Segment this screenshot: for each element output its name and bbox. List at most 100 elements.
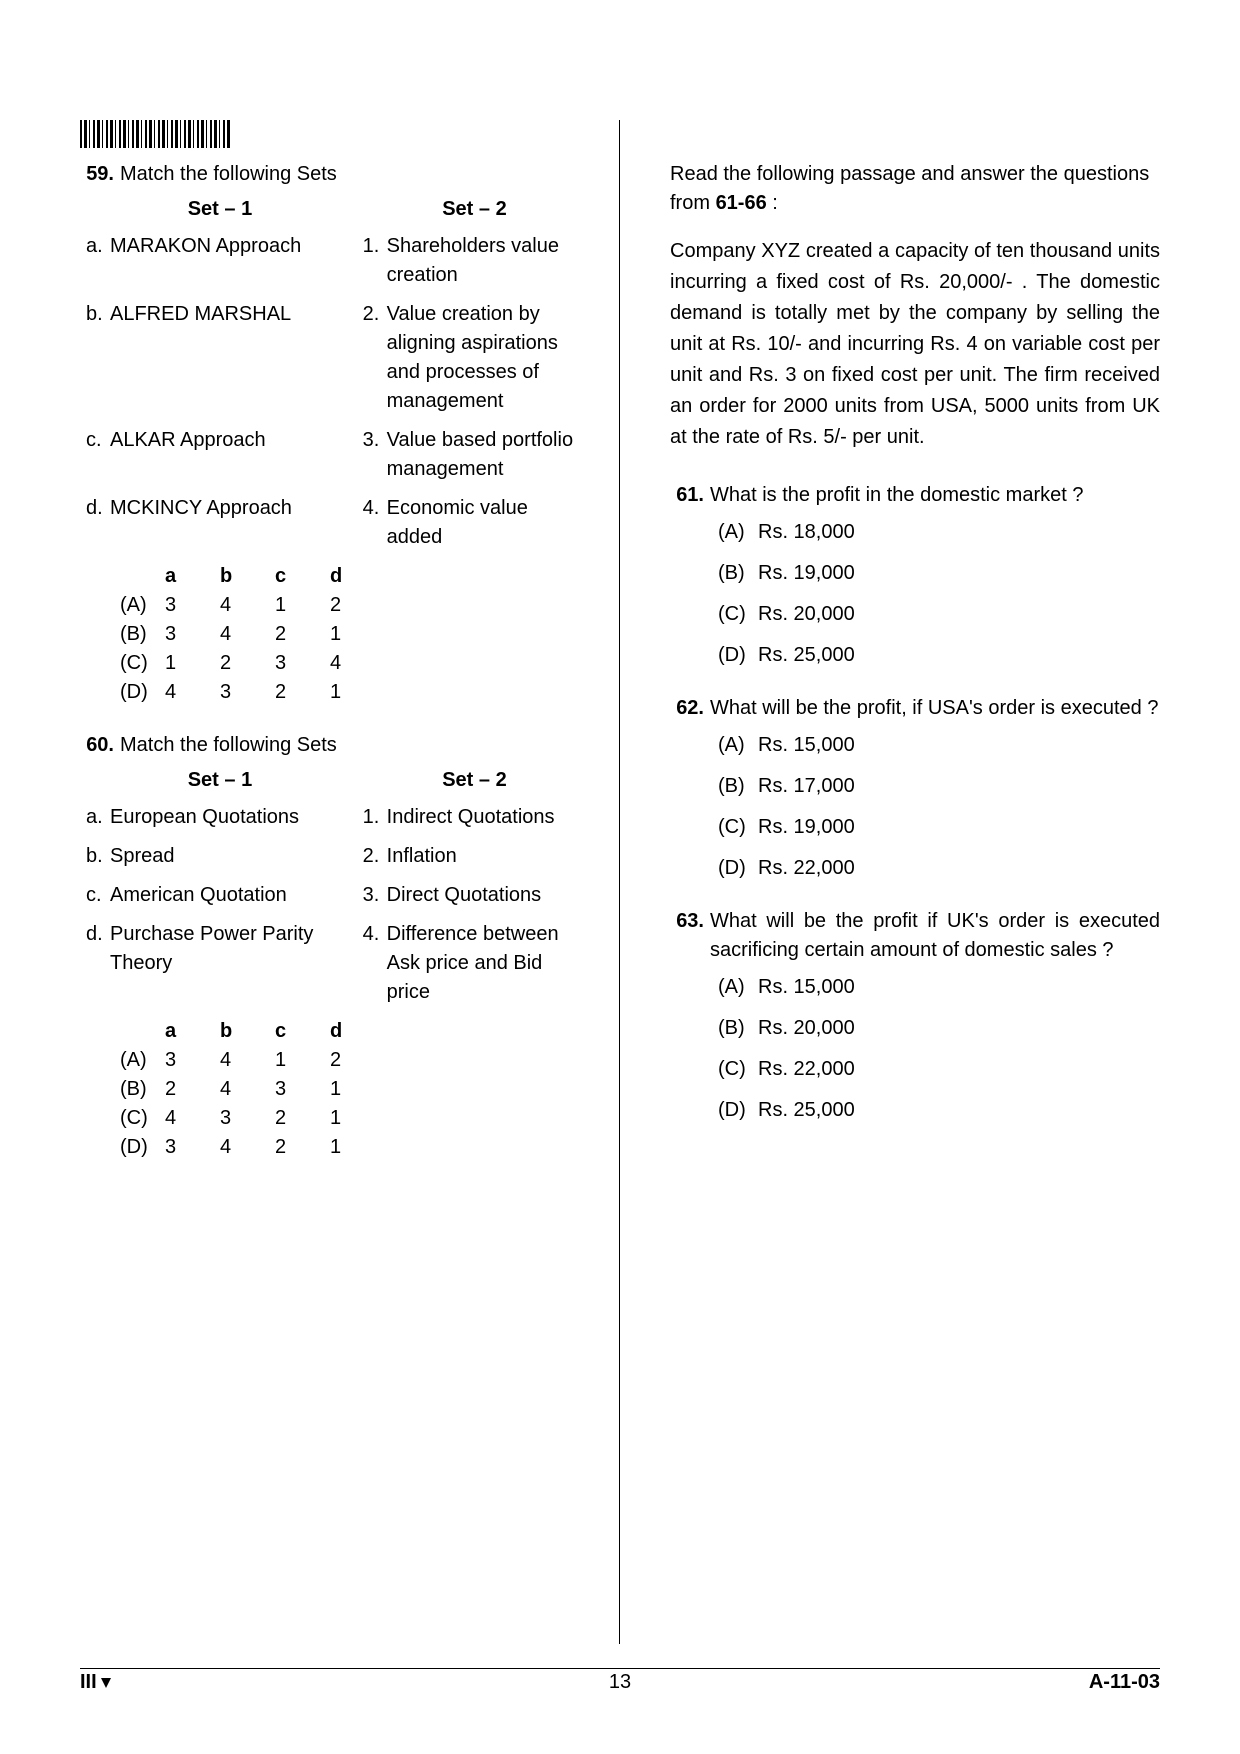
q60-answer-row: (D)3421 bbox=[120, 1133, 589, 1162]
q59-answer-row: (B)3421 bbox=[120, 620, 589, 649]
answer-val-b: 4 bbox=[220, 591, 275, 620]
answer-val-d: 2 bbox=[330, 591, 385, 620]
q62-option: (A)Rs. 15,000 bbox=[718, 731, 1160, 760]
q62-option: (B)Rs. 17,000 bbox=[718, 772, 1160, 801]
option-text: Rs. 17,000 bbox=[758, 772, 855, 801]
match-right-letter: 2. bbox=[363, 300, 387, 416]
answer-val-d: 4 bbox=[330, 649, 385, 678]
option-letter: (D) bbox=[718, 854, 758, 883]
q60-title: Match the following Sets bbox=[120, 731, 589, 760]
answer-val-c: 3 bbox=[275, 649, 330, 678]
match-left-letter: c. bbox=[86, 881, 110, 910]
q60-col-d: d bbox=[330, 1017, 385, 1046]
q60-col-a: a bbox=[165, 1017, 220, 1046]
q59-match-rows: a.MARAKON Approach1.Shareholders value c… bbox=[80, 232, 589, 552]
q61-option: (A)Rs. 18,000 bbox=[718, 518, 1160, 547]
answer-val-a: 3 bbox=[165, 620, 220, 649]
page-footer: III 13 A-11-03 bbox=[80, 1668, 1160, 1694]
option-text: Rs. 25,000 bbox=[758, 641, 855, 670]
footer-left: III bbox=[80, 1671, 111, 1694]
arrow-down-icon bbox=[101, 1678, 111, 1688]
q59-set2-header: Set – 2 bbox=[360, 195, 589, 224]
match-right-text: Inflation bbox=[387, 842, 589, 871]
answer-option-label: (A) bbox=[120, 1046, 165, 1075]
answer-val-b: 4 bbox=[220, 620, 275, 649]
answer-val-b: 3 bbox=[220, 678, 275, 707]
q60-answer-row: (C)4321 bbox=[120, 1104, 589, 1133]
option-text: Rs. 22,000 bbox=[758, 854, 855, 883]
answer-val-c: 1 bbox=[275, 1046, 330, 1075]
option-letter: (C) bbox=[718, 600, 758, 629]
q60-answer-table: a b c d (A)3412(B)2431(C)4321(D)3421 bbox=[120, 1017, 589, 1162]
q60-match-row: d.Purchase Power Parity Theory4.Differen… bbox=[80, 920, 589, 1007]
match-right-text: Shareholders value creation bbox=[387, 232, 589, 290]
answer-val-c: 3 bbox=[275, 1075, 330, 1104]
answer-val-c: 2 bbox=[275, 1133, 330, 1162]
answer-val-b: 4 bbox=[220, 1075, 275, 1104]
option-text: Rs. 20,000 bbox=[758, 600, 855, 629]
match-right-text: Economic value added bbox=[387, 494, 589, 552]
match-right-text: Direct Quotations bbox=[387, 881, 589, 910]
answer-val-d: 1 bbox=[330, 620, 385, 649]
match-left-text: ALKAR Approach bbox=[110, 426, 363, 455]
answer-val-a: 3 bbox=[165, 591, 220, 620]
option-letter: (C) bbox=[718, 813, 758, 842]
answer-val-d: 1 bbox=[330, 1133, 385, 1162]
q59-match-row: d.MCKINCY Approach4.Economic value added bbox=[80, 494, 589, 552]
question-60: 60. Match the following Sets Set – 1 Set… bbox=[80, 731, 589, 1162]
match-left-text: European Quotations bbox=[110, 803, 363, 832]
page-content: 59. Match the following Sets Set – 1 Set… bbox=[0, 0, 1240, 1704]
barcode bbox=[80, 120, 230, 148]
q60-set2-header: Set – 2 bbox=[360, 766, 589, 795]
option-text: Rs. 15,000 bbox=[758, 973, 855, 1002]
option-text: Rs. 18,000 bbox=[758, 518, 855, 547]
option-letter: (B) bbox=[718, 772, 758, 801]
answer-val-a: 1 bbox=[165, 649, 220, 678]
match-right-letter: 1. bbox=[363, 803, 387, 832]
answer-val-a: 2 bbox=[165, 1075, 220, 1104]
question-63: 63. What will be the profit if UK's orde… bbox=[670, 907, 1160, 1125]
match-right-text: Difference between Ask price and Bid pri… bbox=[387, 920, 589, 1007]
right-column: Read the following passage and answer th… bbox=[620, 120, 1160, 1644]
answer-option-label: (B) bbox=[120, 620, 165, 649]
match-right-letter: 4. bbox=[363, 920, 387, 1007]
answer-val-d: 1 bbox=[330, 678, 385, 707]
q60-match-row: a.European Quotations1.Indirect Quotatio… bbox=[80, 803, 589, 832]
answer-val-a: 4 bbox=[165, 1104, 220, 1133]
answer-val-d: 1 bbox=[330, 1104, 385, 1133]
q59-col-c: c bbox=[275, 562, 330, 591]
q60-match-row: b.Spread2.Inflation bbox=[80, 842, 589, 871]
q59-col-d: d bbox=[330, 562, 385, 591]
q59-match-row: b.ALFRED MARSHAL2.Value creation by alig… bbox=[80, 300, 589, 416]
q62-option: (D)Rs. 22,000 bbox=[718, 854, 1160, 883]
q59-col-a: a bbox=[165, 562, 220, 591]
option-text: Rs. 19,000 bbox=[758, 813, 855, 842]
q59-answer-table: a b c d (A)3412(B)3421(C)1234(D)4321 bbox=[120, 562, 589, 707]
q59-col-b: b bbox=[220, 562, 275, 591]
question-59: 59. Match the following Sets Set – 1 Set… bbox=[80, 160, 589, 707]
answer-val-a: 3 bbox=[165, 1046, 220, 1075]
q60-match-row: c.American Quotation3.Direct Quotations bbox=[80, 881, 589, 910]
q62-text: What will be the profit, if USA's order … bbox=[710, 694, 1160, 723]
q61-number: 61. bbox=[670, 481, 710, 510]
question-62: 62. What will be the profit, if USA's or… bbox=[670, 694, 1160, 883]
answer-option-label: (B) bbox=[120, 1075, 165, 1104]
q60-match-rows: a.European Quotations1.Indirect Quotatio… bbox=[80, 803, 589, 1007]
answer-val-c: 2 bbox=[275, 620, 330, 649]
q59-title: Match the following Sets bbox=[120, 160, 589, 189]
match-left-letter: d. bbox=[86, 494, 110, 523]
answer-val-d: 1 bbox=[330, 1075, 385, 1104]
option-text: Rs. 15,000 bbox=[758, 731, 855, 760]
q63-option: (D)Rs. 25,000 bbox=[718, 1096, 1160, 1125]
option-letter: (B) bbox=[718, 559, 758, 588]
q62-option: (C)Rs. 19,000 bbox=[718, 813, 1160, 842]
answer-val-a: 3 bbox=[165, 1133, 220, 1162]
answer-val-b: 3 bbox=[220, 1104, 275, 1133]
match-left-text: MARAKON Approach bbox=[110, 232, 363, 261]
match-left-text: Purchase Power Parity Theory bbox=[110, 920, 363, 978]
q62-number: 62. bbox=[670, 694, 710, 723]
answer-val-d: 2 bbox=[330, 1046, 385, 1075]
answer-val-b: 4 bbox=[220, 1046, 275, 1075]
passage-intro: Read the following passage and answer th… bbox=[670, 160, 1160, 218]
left-column: 59. Match the following Sets Set – 1 Set… bbox=[80, 120, 620, 1644]
